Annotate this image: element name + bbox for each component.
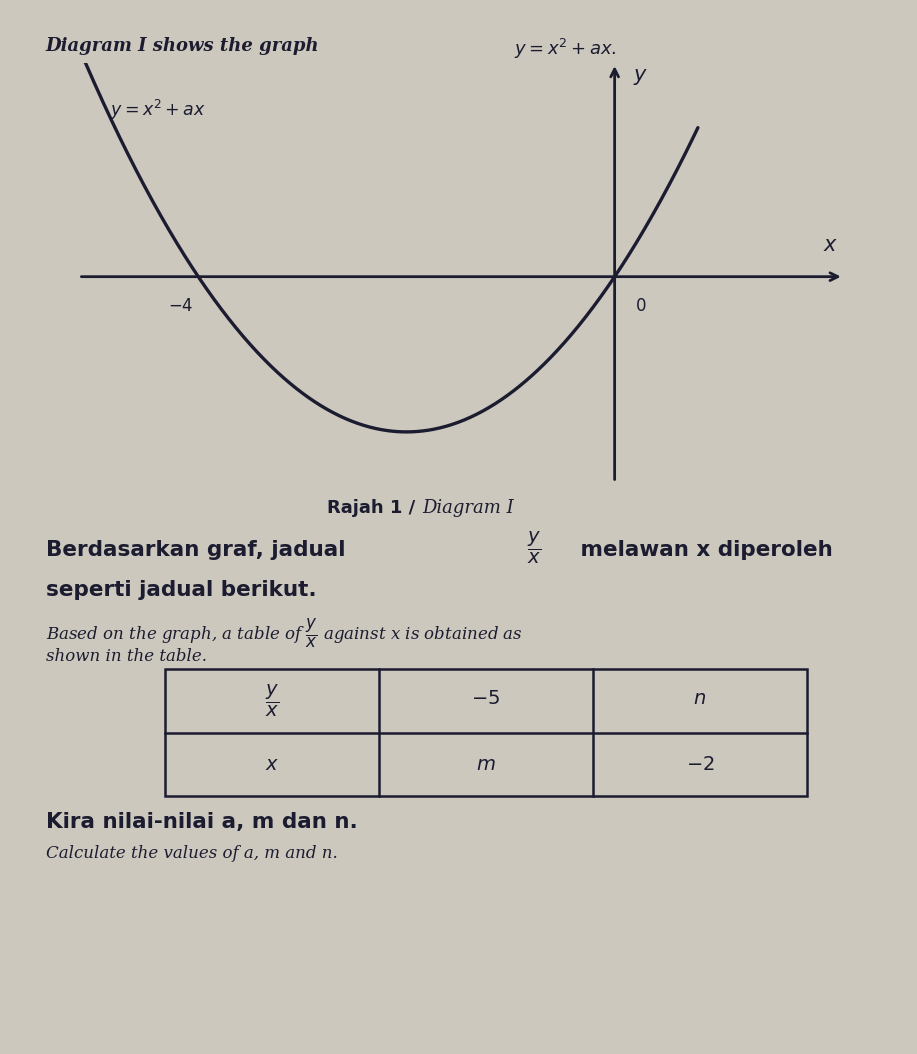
Text: $x$: $x$ [265, 755, 279, 774]
Text: Kira nilai-nilai a, m dan n.: Kira nilai-nilai a, m dan n. [46, 812, 358, 832]
Text: $\dfrac{y}{x}$: $\dfrac{y}{x}$ [265, 683, 279, 719]
Text: $0$: $0$ [635, 298, 646, 315]
Text: $-2$: $-2$ [686, 755, 714, 774]
Text: melawan x diperoleh: melawan x diperoleh [573, 540, 833, 560]
Text: shown in the table.: shown in the table. [46, 648, 207, 665]
Text: $x$: $x$ [823, 235, 838, 255]
Text: $y = x^2 + ax.$: $y = x^2 + ax.$ [514, 37, 616, 61]
Text: $m$: $m$ [476, 755, 496, 774]
Text: $-5$: $-5$ [471, 689, 501, 708]
Text: $y$: $y$ [634, 67, 648, 87]
Text: Diagram I shows the graph: Diagram I shows the graph [46, 37, 326, 55]
Text: Diagram I: Diagram I [422, 499, 514, 516]
Text: $y = x^2 + ax$: $y = x^2 + ax$ [110, 98, 205, 122]
Text: $-4$: $-4$ [168, 298, 193, 315]
Text: Based on the graph, a table of $\dfrac{y}{x}$ against x is obtained as: Based on the graph, a table of $\dfrac{y… [46, 617, 523, 650]
Text: Rajah 1 /: Rajah 1 / [327, 499, 422, 516]
Text: $\dfrac{y}{x}$: $\dfrac{y}{x}$ [527, 530, 542, 566]
Text: seperti jadual berikut.: seperti jadual berikut. [46, 580, 316, 600]
Text: Calculate the values of a, m and n.: Calculate the values of a, m and n. [46, 845, 337, 862]
Text: Berdasarkan graf, jadual: Berdasarkan graf, jadual [46, 540, 353, 560]
Text: $n$: $n$ [693, 689, 706, 708]
